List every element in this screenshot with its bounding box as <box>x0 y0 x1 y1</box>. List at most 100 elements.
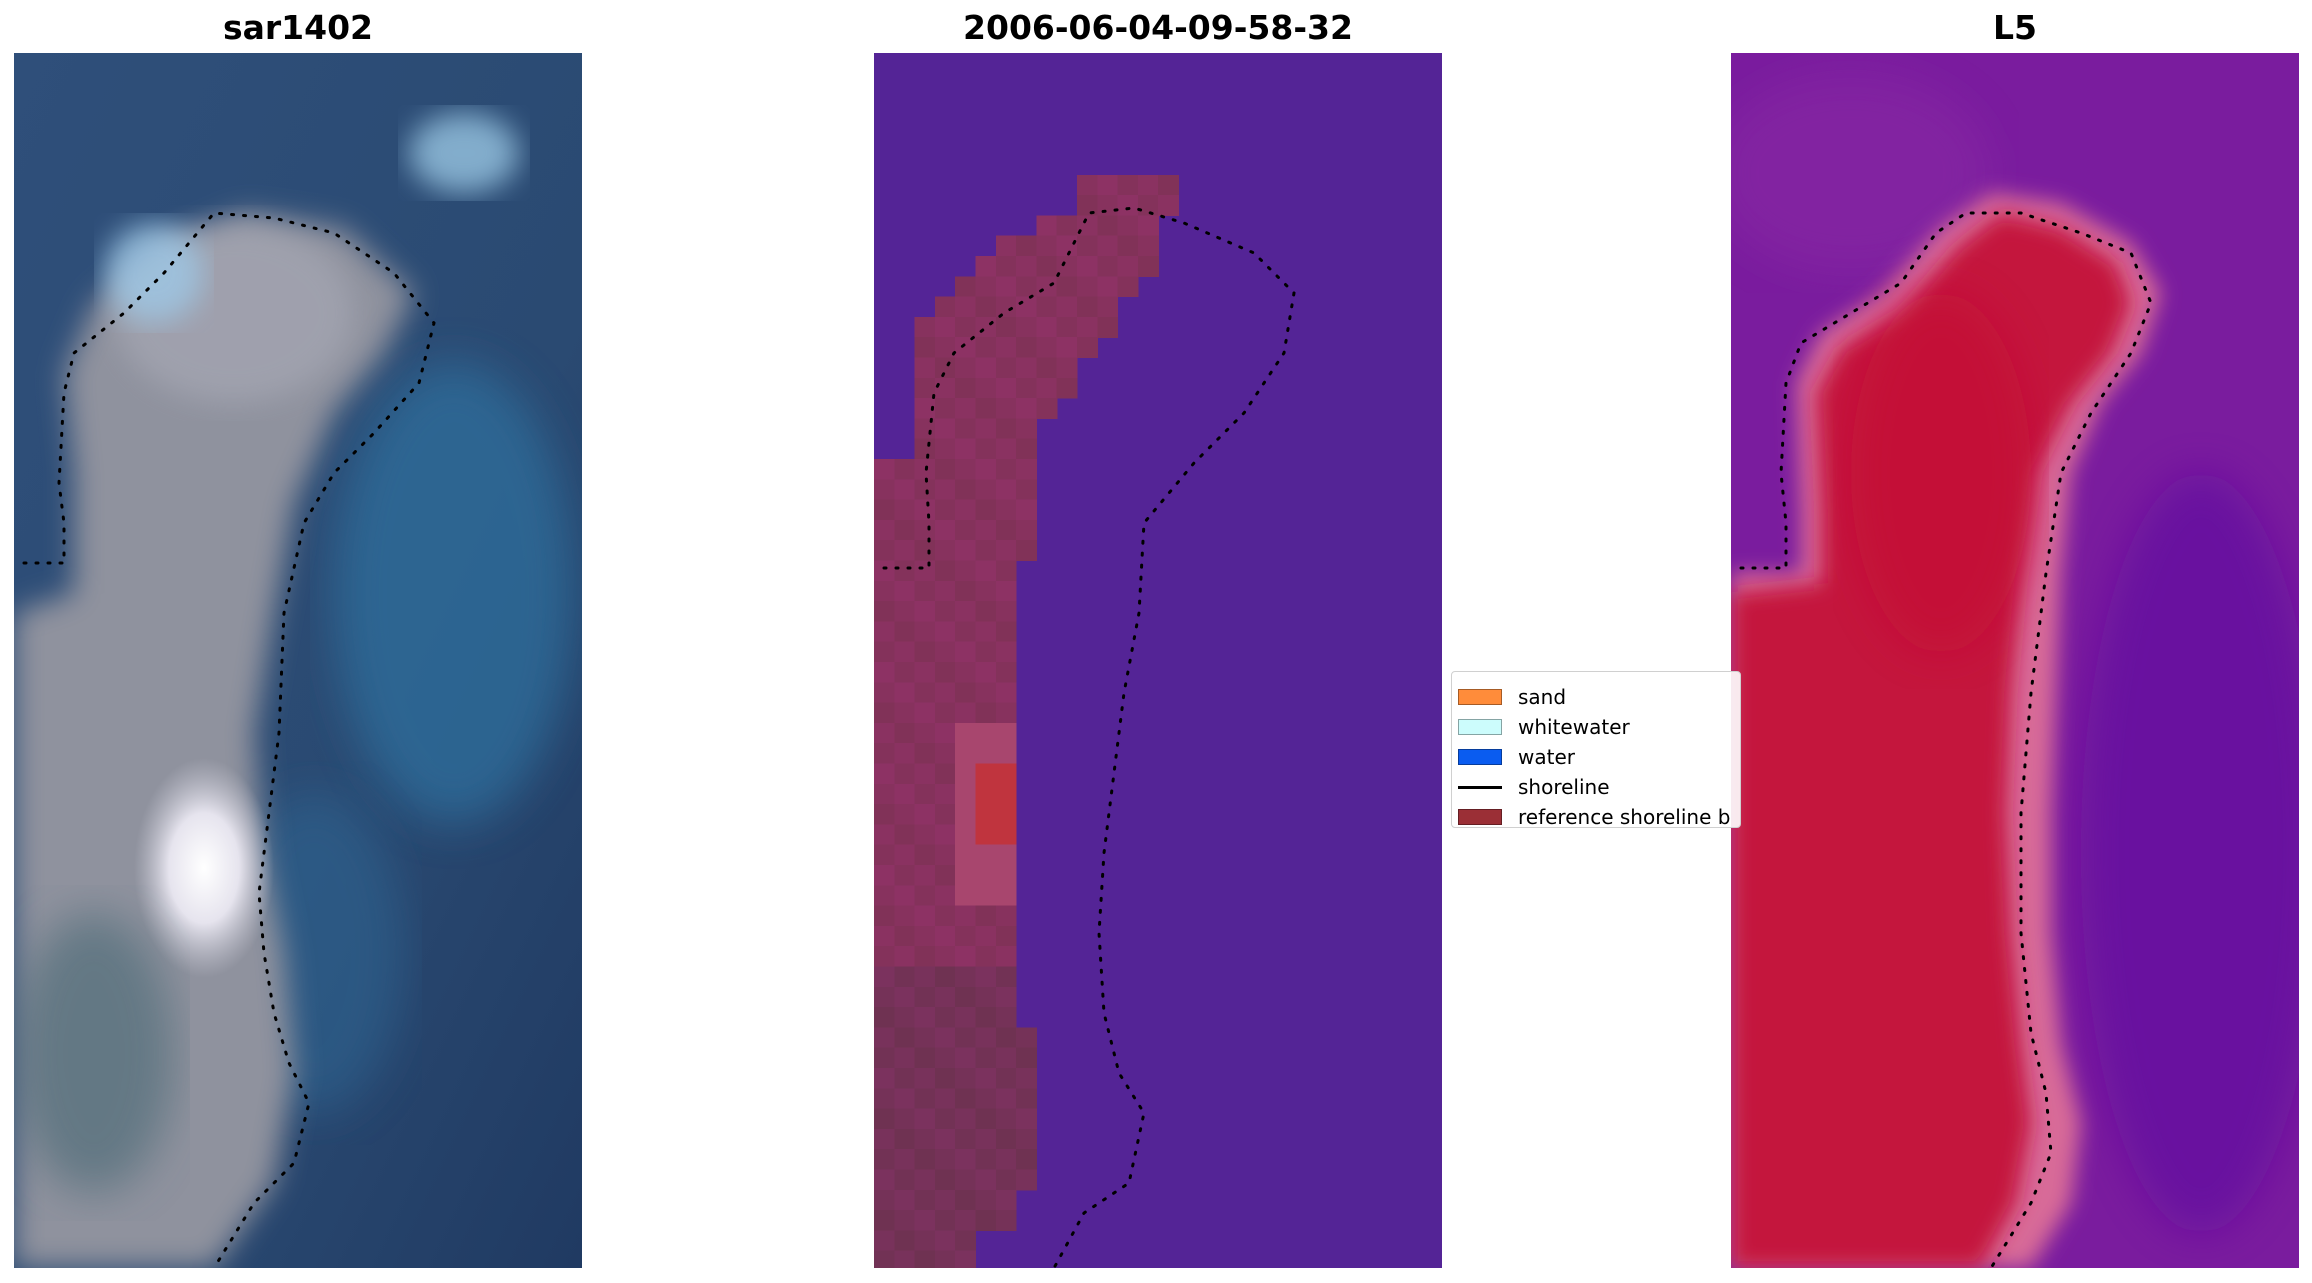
sand-cell <box>874 479 895 501</box>
sand-cell <box>975 621 997 643</box>
sand-cell <box>894 905 916 927</box>
sand-cell <box>995 276 1017 298</box>
sand-cell <box>1056 377 1078 399</box>
sand-cell <box>995 459 1017 480</box>
sand-cell <box>874 763 895 785</box>
sand-cell <box>914 824 936 846</box>
sand-cell <box>995 1189 1017 1211</box>
sand-cell <box>874 1007 895 1028</box>
sand-cell <box>1056 316 1078 338</box>
sand-cell <box>874 743 895 765</box>
sand-cell <box>975 296 997 318</box>
index-image-panel <box>1731 53 2299 1268</box>
sand-cell <box>995 1169 1017 1191</box>
sand-cell <box>874 540 895 562</box>
sand-cell <box>955 1149 977 1171</box>
sand-cell <box>934 1068 956 1089</box>
sand-cell <box>995 337 1017 359</box>
sand-cell <box>1117 235 1139 257</box>
sand-cell <box>934 662 956 683</box>
sand-cell <box>894 1047 916 1069</box>
sand-cell <box>914 1210 936 1231</box>
sand-cell <box>975 662 997 683</box>
sand-cell <box>914 966 936 988</box>
rgb-whitewater-ne <box>409 113 519 193</box>
sand-cell <box>955 986 977 1008</box>
index-deep-water <box>2081 473 2299 1233</box>
sand-cell <box>955 662 977 683</box>
sand-cell <box>914 1230 936 1252</box>
index-sand-body <box>1731 213 2131 1268</box>
sand-cell <box>874 1189 895 1211</box>
sand-cell <box>914 1149 936 1171</box>
sand-cell <box>914 1128 936 1150</box>
sand-cell <box>894 1169 916 1191</box>
sand-cell <box>1036 215 1058 237</box>
index-sand-core <box>1851 293 2031 653</box>
sand-cell <box>894 682 916 704</box>
sand-cell <box>1016 1108 1037 1130</box>
sand-cell <box>934 1230 956 1252</box>
sand-cell <box>874 1047 895 1069</box>
sand-cell <box>995 682 1017 704</box>
sand-cell <box>914 1088 936 1110</box>
sand-cell <box>955 1068 977 1089</box>
sand-cell <box>874 499 895 521</box>
sand-cell <box>955 337 977 359</box>
sand-cell <box>874 1068 895 1089</box>
sand-cell <box>995 1027 1017 1049</box>
sand-cell <box>914 398 936 419</box>
sand-cell <box>914 641 936 663</box>
sand-cell <box>995 316 1017 338</box>
sand-cell <box>975 682 997 704</box>
sand-cell <box>1097 256 1119 277</box>
sand-cell <box>894 1250 916 1268</box>
sand-cell <box>975 641 997 663</box>
sand-cell <box>934 722 956 744</box>
sand-cell <box>934 804 956 825</box>
sand-cell <box>934 1149 956 1171</box>
sand-cell <box>874 865 895 886</box>
legend-label-reference-shoreline: reference shoreline b <box>1518 805 1731 828</box>
rgb-whitewater-north <box>104 223 204 323</box>
sand-cell <box>955 438 977 460</box>
sand-cell <box>914 560 936 582</box>
sand-cell <box>1097 296 1119 318</box>
sand-cell <box>975 946 997 968</box>
legend-label-shoreline: shoreline <box>1518 775 1610 799</box>
sand-cell <box>934 398 956 419</box>
sand-cell <box>894 1230 916 1252</box>
sand-cell <box>955 1189 977 1211</box>
sand-cell <box>934 1169 956 1191</box>
sand-cell <box>1077 174 1098 196</box>
sand-cell <box>934 1007 956 1028</box>
sand-cell <box>1158 174 1180 196</box>
sand-cell <box>955 1128 977 1150</box>
sand-cell <box>934 844 956 866</box>
sand-cell <box>894 1210 916 1231</box>
sand-cell <box>1117 174 1139 196</box>
sand-cell <box>975 438 997 460</box>
sand-cell <box>894 1128 916 1150</box>
sand-cell <box>975 1068 997 1089</box>
index-water-north <box>1731 73 1991 273</box>
sand-cell <box>934 1108 956 1130</box>
sand-cell <box>914 763 936 785</box>
sand-cell <box>955 722 977 744</box>
sand-cell <box>1137 256 1159 277</box>
sand-cell <box>1036 276 1058 298</box>
sand-cell <box>934 377 956 399</box>
sand-cell <box>914 702 936 724</box>
sand-cell <box>874 804 895 825</box>
sand-cell <box>894 499 916 521</box>
sand-cell <box>975 479 997 501</box>
sand-cell <box>874 580 895 602</box>
sand-cell <box>955 377 977 399</box>
index-shoreline-dots <box>1739 211 2153 1268</box>
sand-cell <box>1097 316 1119 338</box>
sand-cell <box>1117 276 1139 298</box>
sand-cell <box>975 519 997 541</box>
rgb-image-panel <box>14 53 582 1268</box>
sand-cell <box>1036 316 1058 338</box>
sand-cell <box>1077 235 1098 257</box>
